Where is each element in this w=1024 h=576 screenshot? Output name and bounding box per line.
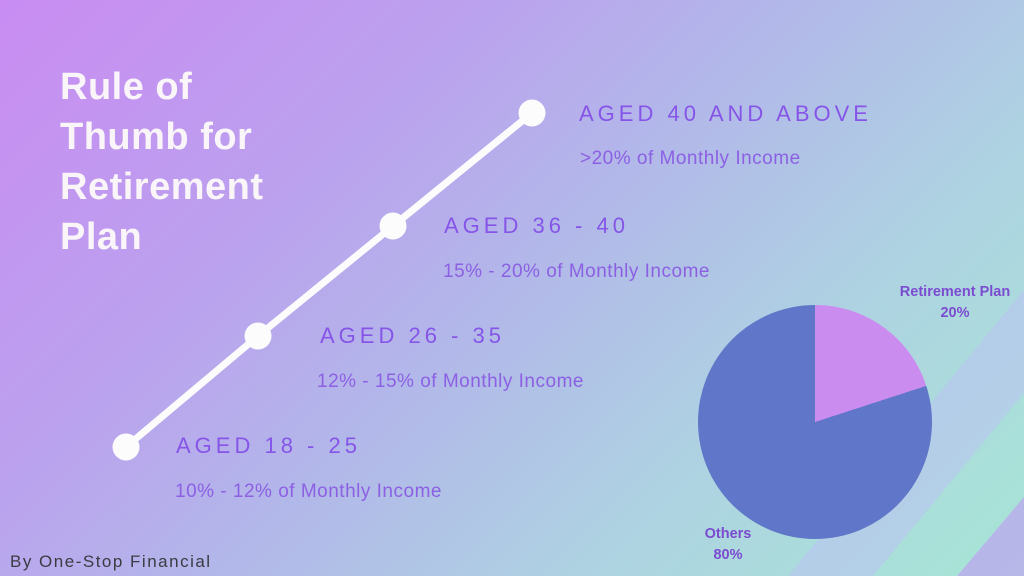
step-label-aged-40-above: AGED 40 AND ABOVE (579, 101, 872, 126)
timeline-dot (379, 212, 407, 240)
step-label-aged-26-35: AGED 26 - 35 (320, 323, 505, 348)
pie-label-retirement-plan: Retirement Plan 20% (840, 282, 1024, 324)
pie-chart (698, 305, 932, 539)
pie-label-others: Others 80% (648, 524, 808, 566)
timeline-line (122, 109, 536, 451)
corner-stripe (957, 497, 1024, 576)
timeline-dot (112, 433, 140, 461)
pie-slice-name: Others (704, 526, 752, 542)
timeline-dot (244, 322, 272, 350)
step-detail-aged-26-35: 12% - 15% of Monthly Income (317, 371, 584, 392)
step-label-aged-36-40: AGED 36 - 40 (444, 213, 629, 238)
pie-slice-value: 80% (713, 547, 743, 563)
pie-slice-name: Retirement Plan (899, 284, 1011, 300)
step-label-aged-18-25: AGED 18 - 25 (176, 433, 361, 458)
pie-slice-value: 20% (940, 305, 970, 321)
timeline-dot (518, 99, 546, 127)
attribution-text: By One-Stop Financial (10, 552, 212, 571)
step-detail-aged-40-above: >20% of Monthly Income (580, 148, 801, 169)
step-detail-aged-18-25: 10% - 12% of Monthly Income (175, 481, 442, 502)
page-title: Rule of Thumb for Retirement Plan (60, 66, 264, 258)
step-detail-aged-36-40: 15% - 20% of Monthly Income (443, 261, 710, 282)
